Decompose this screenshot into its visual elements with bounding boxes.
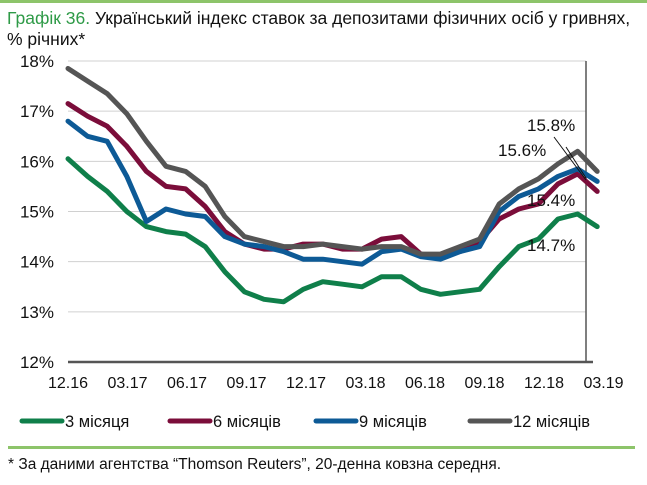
series-line-3 bbox=[65, 118, 600, 267]
x-tick-label: 12.18 bbox=[524, 375, 564, 392]
y-tick-label: 13% bbox=[20, 303, 54, 322]
data-label: 15.8% bbox=[527, 116, 575, 135]
title-number: Графік 36. bbox=[7, 8, 91, 28]
legend-label: 9 місяців bbox=[359, 413, 427, 431]
leader-line bbox=[553, 136, 587, 181]
y-tick-label: 14% bbox=[20, 253, 54, 272]
series-line-2 bbox=[65, 101, 600, 260]
x-tick-label: 12.17 bbox=[286, 375, 326, 392]
footnote-rule bbox=[8, 446, 635, 449]
top-rule bbox=[0, 0, 647, 3]
y-tick-label: 18% bbox=[20, 52, 54, 71]
x-tick-label: 12.16 bbox=[48, 375, 88, 392]
y-tick-label: 17% bbox=[20, 102, 54, 121]
y-tick-label: 15% bbox=[20, 203, 54, 222]
y-tick-label: 12% bbox=[20, 353, 54, 372]
x-tick-label: 06.17 bbox=[167, 375, 207, 392]
x-tick-label: 03.18 bbox=[345, 375, 385, 392]
legend-label: 6 місяців bbox=[213, 413, 281, 431]
title-text: Український індекс ставок за депозитами … bbox=[7, 8, 631, 49]
chart-title: Графік 36. Український індекс ставок за … bbox=[7, 8, 637, 50]
series-line-4 bbox=[65, 66, 600, 257]
data-label: 14.7% bbox=[527, 236, 575, 255]
legend-label: 12 місяців bbox=[513, 413, 590, 431]
x-tick-label: 06.18 bbox=[405, 375, 445, 392]
x-tick-label: 09.17 bbox=[226, 375, 266, 392]
y-tick-label: 16% bbox=[20, 152, 54, 171]
data-label: 15.4% bbox=[527, 191, 575, 210]
x-tick-label: 09.18 bbox=[464, 375, 504, 392]
x-tick-label: 03.17 bbox=[107, 375, 147, 392]
series-line-1 bbox=[65, 156, 600, 305]
data-label: 15.6% bbox=[498, 141, 546, 160]
footnote: * За даними агентства “Thomson Reuters”,… bbox=[8, 456, 502, 473]
x-tick-label: 03.19 bbox=[583, 375, 623, 392]
legend-label: 3 місяця bbox=[65, 413, 129, 431]
